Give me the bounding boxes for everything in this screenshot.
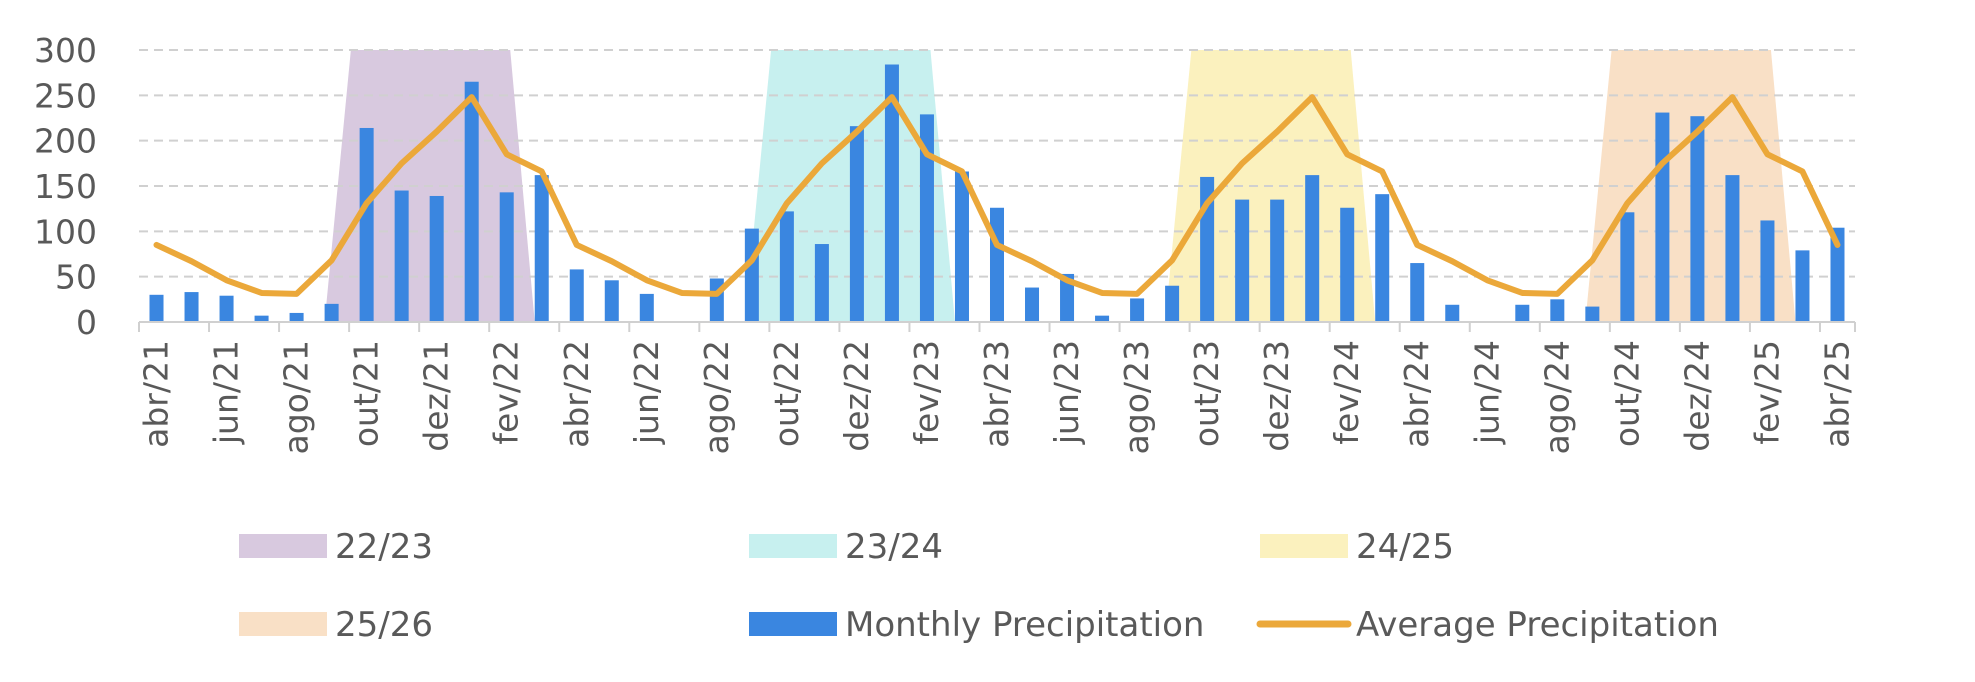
bar-dez/21 [429, 195, 444, 322]
bar-jan/22 [464, 81, 479, 322]
bar-fev/25 [1760, 220, 1775, 322]
x-tick-label: fev/22 [487, 340, 526, 445]
x-tick-label: jun/23 [1047, 340, 1086, 445]
bar-dez/23 [1270, 199, 1285, 322]
bar-dez/22 [849, 126, 864, 322]
bar-jul/21 [254, 315, 269, 322]
x-tick-label: out/24 [1607, 340, 1646, 447]
bar-ago/24 [1550, 299, 1565, 322]
x-tick-label: fev/25 [1747, 340, 1786, 445]
x-tick-label: fev/23 [907, 340, 946, 445]
bar-ago/22 [709, 278, 724, 322]
bar-jan/25 [1725, 175, 1740, 322]
bar-set/21 [324, 303, 339, 322]
bar-out/24 [1620, 212, 1635, 322]
legend-swatch-4 [239, 612, 327, 636]
bar-fev/23 [919, 114, 934, 322]
legend-label-4: 25/26 [335, 605, 433, 645]
x-tick-label: jun/22 [627, 340, 666, 445]
bar-dez/24 [1690, 116, 1705, 322]
bar-jun/21 [219, 295, 234, 322]
x-tick-label: abr/25 [1817, 340, 1856, 448]
bar-mar/23 [954, 171, 969, 322]
bar-jun/23 [1060, 273, 1075, 322]
legend-swatch-5 [749, 612, 837, 636]
bar-abr/21 [149, 294, 164, 322]
bar-jul/23 [1095, 315, 1110, 322]
x-tick-label: abr/21 [137, 340, 176, 448]
x-tick-label: out/23 [1187, 340, 1226, 447]
y-tick-label: 250 [34, 76, 97, 115]
bar-fev/22 [499, 192, 514, 322]
bar-mai/21 [184, 292, 199, 322]
x-tick-label: ago/21 [277, 340, 316, 454]
average-precipitation-series [153, 94, 1841, 297]
bar-mai/24 [1445, 304, 1460, 322]
bar-mar/24 [1375, 194, 1390, 322]
y-tick-label: 50 [55, 258, 97, 297]
bar-set/23 [1165, 285, 1180, 322]
x-tick-label: dez/24 [1677, 340, 1716, 452]
bar-jan/24 [1305, 175, 1320, 322]
x-tick-label: ago/22 [697, 340, 736, 454]
bar-abr/22 [569, 269, 584, 322]
bar-out/21 [359, 127, 374, 323]
bar-ago/23 [1130, 298, 1145, 322]
legend-label-1: 22/23 [335, 527, 433, 567]
bar-jan/23 [884, 64, 899, 323]
bar-mar/25 [1795, 250, 1810, 322]
legend-swatch-1 [239, 534, 327, 558]
monthly-precipitation-bars [149, 64, 1845, 323]
bar-set/22 [744, 228, 759, 322]
y-tick-label: 100 [34, 212, 97, 251]
legend-label-6: Average Precipitation [1356, 605, 1719, 645]
legend-label-2: 23/24 [845, 527, 943, 567]
bar-abr/24 [1410, 263, 1425, 322]
bar-out/22 [779, 211, 794, 322]
x-tick-label: out/22 [767, 340, 806, 447]
bar-nov/21 [394, 190, 409, 322]
y-tick-label: 150 [34, 167, 97, 206]
x-tick-label: jun/21 [207, 340, 246, 445]
bar-jul/24 [1515, 304, 1530, 322]
x-tick-label: out/21 [347, 340, 386, 447]
x-tick-label: abr/23 [977, 340, 1016, 448]
bar-mai/22 [604, 280, 619, 322]
y-tick-label: 200 [34, 122, 97, 161]
x-tick-label: ago/24 [1537, 340, 1576, 454]
bar-mar/22 [534, 175, 549, 322]
legend-swatch-2 [749, 534, 837, 558]
legend-label-3: 24/25 [1356, 527, 1454, 567]
x-tick-label: dez/21 [417, 340, 456, 452]
y-axis-ticks: 0 50 100 150 200 250 300 [34, 31, 97, 342]
legend-swatch-3 [1260, 534, 1348, 558]
y-tick-label: 0 [76, 303, 97, 342]
bar-abr/23 [989, 207, 1005, 322]
bar-nov/23 [1235, 199, 1250, 322]
legend: 22/23 23/24 24/25 25/26 Monthly Precipitatio… [239, 527, 1719, 645]
bar-set/24 [1585, 306, 1600, 322]
x-tick-label: dez/22 [837, 340, 876, 452]
bar-nov/24 [1655, 112, 1670, 322]
x-tick-label: jun/24 [1467, 340, 1506, 445]
bar-jun/22 [639, 293, 654, 322]
bar-nov/22 [814, 244, 829, 322]
bar-ago/21 [289, 312, 304, 322]
legend-label-5: Monthly Precipitation [845, 605, 1204, 645]
y-tick-label: 300 [34, 31, 97, 70]
x-tick-label: fev/24 [1327, 340, 1366, 445]
bar-abr/25 [1830, 227, 1845, 322]
x-tick-label: abr/22 [557, 340, 596, 448]
bar-fev/24 [1340, 207, 1355, 322]
x-axis [138, 321, 1856, 332]
x-tick-label: ago/23 [1117, 340, 1156, 454]
average-precipitation-line [153, 94, 1841, 297]
x-axis-tick-labels: abr/21 jun/21 ago/21 out/21 dez/21 fev/22 abr/… [137, 340, 1857, 454]
x-tick-label: dez/23 [1257, 340, 1296, 452]
x-tick-label: abr/24 [1397, 340, 1436, 448]
bar-mai/23 [1025, 287, 1040, 322]
